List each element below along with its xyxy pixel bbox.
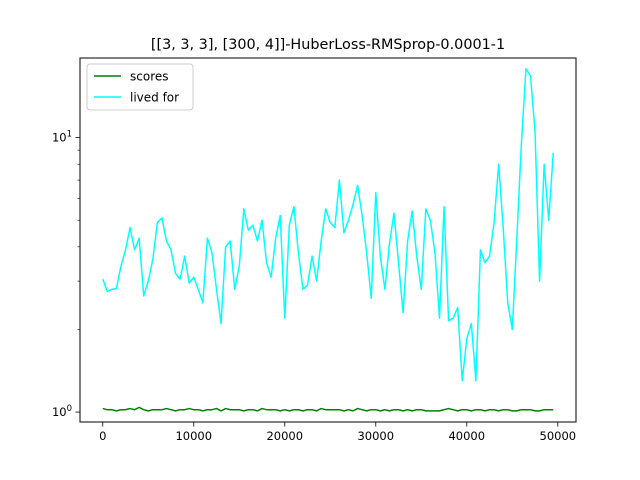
plot-area xyxy=(102,68,554,412)
legend-label: scores xyxy=(130,70,169,84)
x-tick-label: 40000 xyxy=(448,429,485,443)
x-tick-label: 10000 xyxy=(175,429,212,443)
axes-frame xyxy=(79,57,577,423)
x-tick-label: 0 xyxy=(99,429,106,443)
x-axis: 0 10000 20000 30000 40000 50000 xyxy=(99,422,576,443)
x-tick-label: 20000 xyxy=(266,429,303,443)
series-line-0 xyxy=(102,406,554,412)
y-tick-label: 101 xyxy=(52,130,72,145)
x-tick-label: 30000 xyxy=(357,429,394,443)
chart-title: [[3, 3, 3], [300, 4]]-HuberLoss-RMSprop-… xyxy=(151,37,505,53)
y-tick-label: 100 xyxy=(52,404,72,419)
x-tick-label: 50000 xyxy=(540,429,577,443)
legend: scores lived for xyxy=(86,63,194,111)
series-line-1 xyxy=(102,68,554,382)
legend-label: lived for xyxy=(130,91,179,105)
y-axis: 100 101 xyxy=(52,130,80,419)
